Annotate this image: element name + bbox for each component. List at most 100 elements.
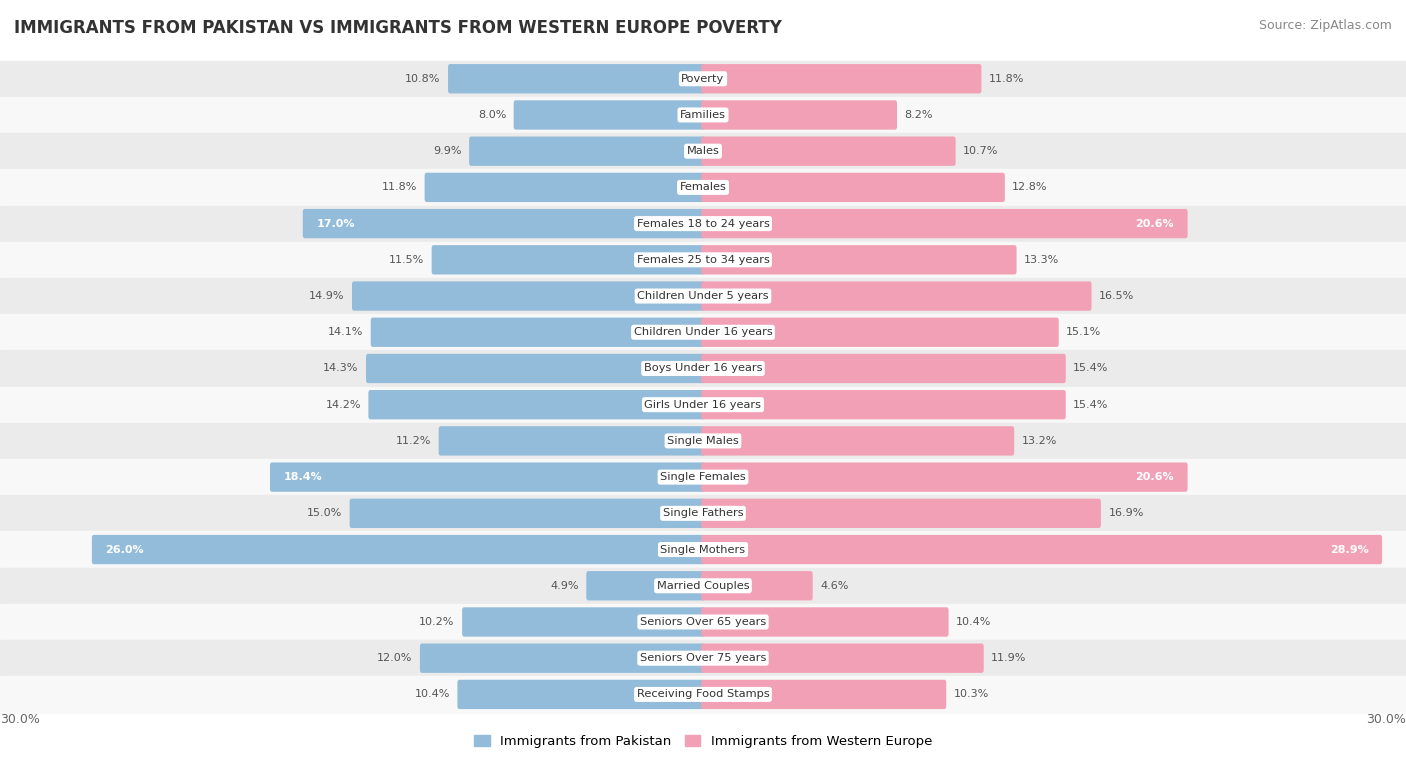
- Text: 20.6%: 20.6%: [1136, 218, 1174, 229]
- FancyBboxPatch shape: [366, 354, 704, 383]
- Text: Girls Under 16 years: Girls Under 16 years: [644, 399, 762, 409]
- Text: 14.1%: 14.1%: [328, 327, 363, 337]
- FancyBboxPatch shape: [702, 173, 1005, 202]
- Text: 15.1%: 15.1%: [1066, 327, 1101, 337]
- Text: 12.0%: 12.0%: [377, 653, 412, 663]
- FancyBboxPatch shape: [432, 245, 704, 274]
- Text: 9.9%: 9.9%: [433, 146, 461, 156]
- Text: 11.8%: 11.8%: [382, 183, 418, 193]
- FancyBboxPatch shape: [702, 680, 946, 709]
- Text: Seniors Over 65 years: Seniors Over 65 years: [640, 617, 766, 627]
- Text: 17.0%: 17.0%: [316, 218, 354, 229]
- Text: 8.0%: 8.0%: [478, 110, 506, 120]
- Text: Females: Females: [679, 183, 727, 193]
- FancyBboxPatch shape: [457, 680, 704, 709]
- Bar: [0, 568, 1406, 604]
- FancyBboxPatch shape: [702, 100, 897, 130]
- Text: 15.4%: 15.4%: [1073, 364, 1108, 374]
- Text: Children Under 5 years: Children Under 5 years: [637, 291, 769, 301]
- FancyBboxPatch shape: [350, 499, 704, 528]
- FancyBboxPatch shape: [425, 173, 704, 202]
- Text: 14.2%: 14.2%: [325, 399, 361, 409]
- Text: 11.8%: 11.8%: [988, 74, 1024, 83]
- FancyBboxPatch shape: [702, 644, 984, 673]
- Bar: [0, 387, 1406, 423]
- Text: Single Fathers: Single Fathers: [662, 509, 744, 518]
- Bar: [0, 97, 1406, 133]
- Bar: [0, 169, 1406, 205]
- Bar: [0, 676, 1406, 713]
- FancyBboxPatch shape: [702, 354, 1066, 383]
- Bar: [0, 640, 1406, 676]
- Text: Source: ZipAtlas.com: Source: ZipAtlas.com: [1258, 19, 1392, 32]
- FancyBboxPatch shape: [371, 318, 704, 347]
- Text: Single Males: Single Males: [666, 436, 740, 446]
- Text: Poverty: Poverty: [682, 74, 724, 83]
- FancyBboxPatch shape: [352, 281, 704, 311]
- Bar: [0, 350, 1406, 387]
- Text: 10.7%: 10.7%: [963, 146, 998, 156]
- FancyBboxPatch shape: [586, 571, 704, 600]
- FancyBboxPatch shape: [439, 426, 704, 456]
- Legend: Immigrants from Pakistan, Immigrants from Western Europe: Immigrants from Pakistan, Immigrants fro…: [474, 735, 932, 747]
- Text: 8.2%: 8.2%: [904, 110, 934, 120]
- Bar: [0, 495, 1406, 531]
- Text: 15.4%: 15.4%: [1073, 399, 1108, 409]
- Bar: [0, 278, 1406, 314]
- Bar: [0, 314, 1406, 350]
- Text: 20.6%: 20.6%: [1136, 472, 1174, 482]
- Text: 10.4%: 10.4%: [415, 690, 450, 700]
- Bar: [0, 531, 1406, 568]
- Text: IMMIGRANTS FROM PAKISTAN VS IMMIGRANTS FROM WESTERN EUROPE POVERTY: IMMIGRANTS FROM PAKISTAN VS IMMIGRANTS F…: [14, 19, 782, 37]
- Text: Boys Under 16 years: Boys Under 16 years: [644, 364, 762, 374]
- Text: 30.0%: 30.0%: [0, 713, 39, 725]
- FancyBboxPatch shape: [702, 318, 1059, 347]
- Bar: [0, 205, 1406, 242]
- FancyBboxPatch shape: [470, 136, 704, 166]
- Text: 30.0%: 30.0%: [1367, 713, 1406, 725]
- Bar: [0, 242, 1406, 278]
- FancyBboxPatch shape: [702, 462, 1188, 492]
- Text: Receiving Food Stamps: Receiving Food Stamps: [637, 690, 769, 700]
- Text: 14.3%: 14.3%: [323, 364, 359, 374]
- Text: 15.0%: 15.0%: [307, 509, 342, 518]
- FancyBboxPatch shape: [702, 209, 1188, 238]
- FancyBboxPatch shape: [702, 281, 1091, 311]
- FancyBboxPatch shape: [702, 64, 981, 93]
- Text: Females 25 to 34 years: Females 25 to 34 years: [637, 255, 769, 265]
- Text: Single Mothers: Single Mothers: [661, 544, 745, 555]
- Text: 26.0%: 26.0%: [105, 544, 143, 555]
- Bar: [0, 459, 1406, 495]
- Text: 10.8%: 10.8%: [405, 74, 440, 83]
- Text: 13.2%: 13.2%: [1022, 436, 1057, 446]
- Text: 11.5%: 11.5%: [389, 255, 425, 265]
- FancyBboxPatch shape: [420, 644, 704, 673]
- FancyBboxPatch shape: [302, 209, 704, 238]
- Bar: [0, 423, 1406, 459]
- Bar: [0, 61, 1406, 97]
- FancyBboxPatch shape: [702, 136, 956, 166]
- FancyBboxPatch shape: [368, 390, 704, 419]
- FancyBboxPatch shape: [702, 426, 1014, 456]
- Bar: [0, 604, 1406, 640]
- FancyBboxPatch shape: [463, 607, 704, 637]
- Text: 11.2%: 11.2%: [396, 436, 432, 446]
- Text: Males: Males: [686, 146, 720, 156]
- FancyBboxPatch shape: [449, 64, 704, 93]
- Text: 12.8%: 12.8%: [1012, 183, 1047, 193]
- Text: 4.6%: 4.6%: [820, 581, 849, 590]
- Text: 10.3%: 10.3%: [953, 690, 988, 700]
- Text: 28.9%: 28.9%: [1330, 544, 1368, 555]
- FancyBboxPatch shape: [702, 571, 813, 600]
- Text: 10.4%: 10.4%: [956, 617, 991, 627]
- Text: 13.3%: 13.3%: [1024, 255, 1059, 265]
- FancyBboxPatch shape: [702, 535, 1382, 564]
- Text: Families: Families: [681, 110, 725, 120]
- Text: 4.9%: 4.9%: [550, 581, 579, 590]
- Text: Single Females: Single Females: [661, 472, 745, 482]
- Text: 16.5%: 16.5%: [1099, 291, 1135, 301]
- FancyBboxPatch shape: [702, 390, 1066, 419]
- FancyBboxPatch shape: [702, 607, 949, 637]
- Text: Females 18 to 24 years: Females 18 to 24 years: [637, 218, 769, 229]
- Bar: [0, 133, 1406, 169]
